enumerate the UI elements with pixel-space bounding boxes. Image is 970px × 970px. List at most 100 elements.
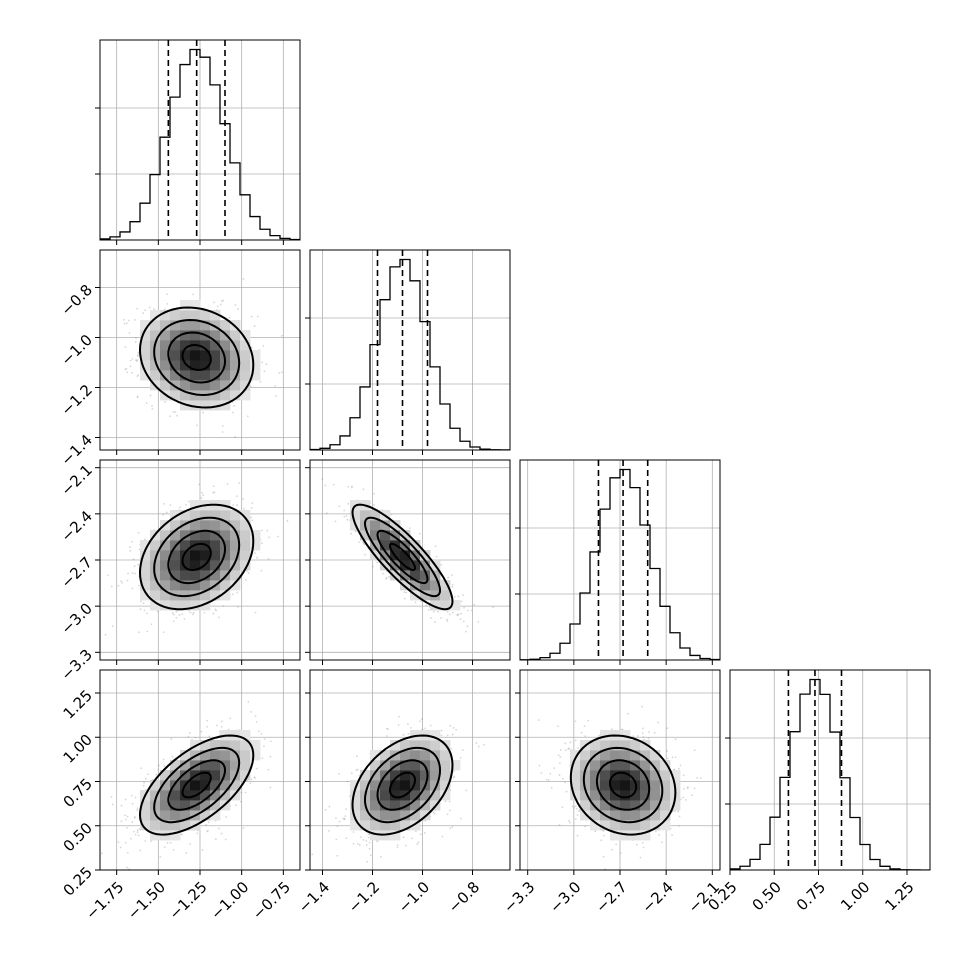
panel-frame <box>99 459 301 661</box>
sample-point <box>376 840 378 843</box>
sample-point <box>434 621 436 624</box>
sample-point <box>440 729 443 732</box>
density-cell <box>180 380 191 391</box>
density-cell <box>140 350 151 361</box>
sample-point <box>175 610 178 613</box>
sample-point <box>250 315 253 318</box>
sample-point <box>280 371 283 374</box>
density-cell <box>190 300 201 311</box>
density-cell <box>170 340 181 351</box>
density-cell <box>450 600 461 611</box>
density-cell <box>400 580 411 591</box>
sample-point <box>129 549 132 552</box>
sample-point <box>183 618 186 620</box>
sample-point <box>390 513 393 516</box>
density-cell <box>140 800 151 811</box>
sample-point <box>138 631 140 634</box>
density-cell <box>220 740 231 751</box>
density-cell <box>400 530 411 541</box>
density-cell <box>150 590 161 601</box>
panel-frame <box>519 459 721 661</box>
sample-point <box>334 520 337 523</box>
sample-point <box>117 585 120 587</box>
contour-level-0 <box>181 344 212 371</box>
sample-point <box>263 738 266 741</box>
sample-point <box>261 361 264 364</box>
density-cell <box>150 830 161 841</box>
density-cell <box>170 790 181 801</box>
sample-point <box>352 842 355 845</box>
sample-point <box>135 337 137 339</box>
density-cell <box>210 340 221 351</box>
sample-point <box>156 610 159 613</box>
density-cell <box>440 600 451 611</box>
sample-point <box>200 730 203 733</box>
density-3-0 <box>101 700 272 870</box>
sample-point <box>236 495 238 498</box>
contour-level-1 <box>167 331 227 384</box>
density-cell <box>230 570 241 581</box>
density-cell <box>250 350 261 361</box>
density-cell <box>160 340 171 351</box>
sample-point <box>452 770 455 773</box>
density-cell <box>380 550 391 561</box>
density-cell <box>190 780 201 791</box>
sample-point <box>350 532 353 535</box>
density-cell <box>230 350 241 361</box>
sample-point <box>266 529 269 532</box>
sample-point <box>120 820 123 823</box>
sample-point <box>269 786 272 789</box>
sample-point <box>338 772 341 775</box>
sample-point <box>347 502 350 505</box>
sample-point <box>131 794 133 797</box>
sample-point <box>262 344 265 347</box>
density-cell <box>170 310 181 321</box>
sample-point <box>388 575 390 578</box>
density-cell <box>160 810 171 821</box>
sample-point <box>123 322 126 325</box>
sample-point <box>465 630 467 633</box>
density-cell <box>180 790 191 801</box>
sample-point <box>181 833 183 836</box>
density-cell <box>380 540 391 551</box>
density-cell <box>200 380 211 391</box>
sample-point <box>347 485 350 488</box>
sample-point <box>352 831 355 833</box>
sample-point <box>446 734 449 737</box>
sample-point <box>414 601 417 604</box>
sample-point <box>104 633 107 636</box>
sample-point <box>228 316 231 319</box>
density-cell <box>180 750 191 761</box>
density-cell <box>240 520 251 531</box>
sample-point <box>214 608 217 611</box>
density-cell <box>160 780 171 791</box>
sample-point <box>368 841 371 844</box>
sample-point <box>321 478 324 481</box>
sample-point <box>206 725 209 728</box>
sample-point <box>356 843 359 845</box>
sample-point <box>155 773 158 776</box>
sample-point <box>107 574 109 577</box>
sample-point <box>405 844 407 847</box>
sample-point <box>253 325 256 327</box>
sample-point <box>254 777 256 779</box>
density-cell <box>240 760 251 771</box>
density-cell <box>170 580 181 591</box>
sample-point <box>346 780 349 783</box>
sample-point <box>338 820 341 823</box>
panel-frame <box>309 459 511 661</box>
histogram-1 <box>310 258 510 450</box>
sample-point <box>343 509 346 512</box>
sample-point <box>229 717 232 720</box>
sample-point <box>419 833 422 836</box>
sample-point <box>421 718 423 720</box>
sample-point <box>133 565 136 568</box>
sample-point <box>243 507 245 510</box>
sample-point <box>462 594 465 597</box>
sample-point <box>432 610 435 613</box>
density-cell <box>160 600 171 611</box>
sample-point <box>255 721 258 723</box>
contour-level-3 <box>138 503 255 611</box>
sample-point <box>235 804 237 807</box>
density-cell <box>170 800 181 811</box>
